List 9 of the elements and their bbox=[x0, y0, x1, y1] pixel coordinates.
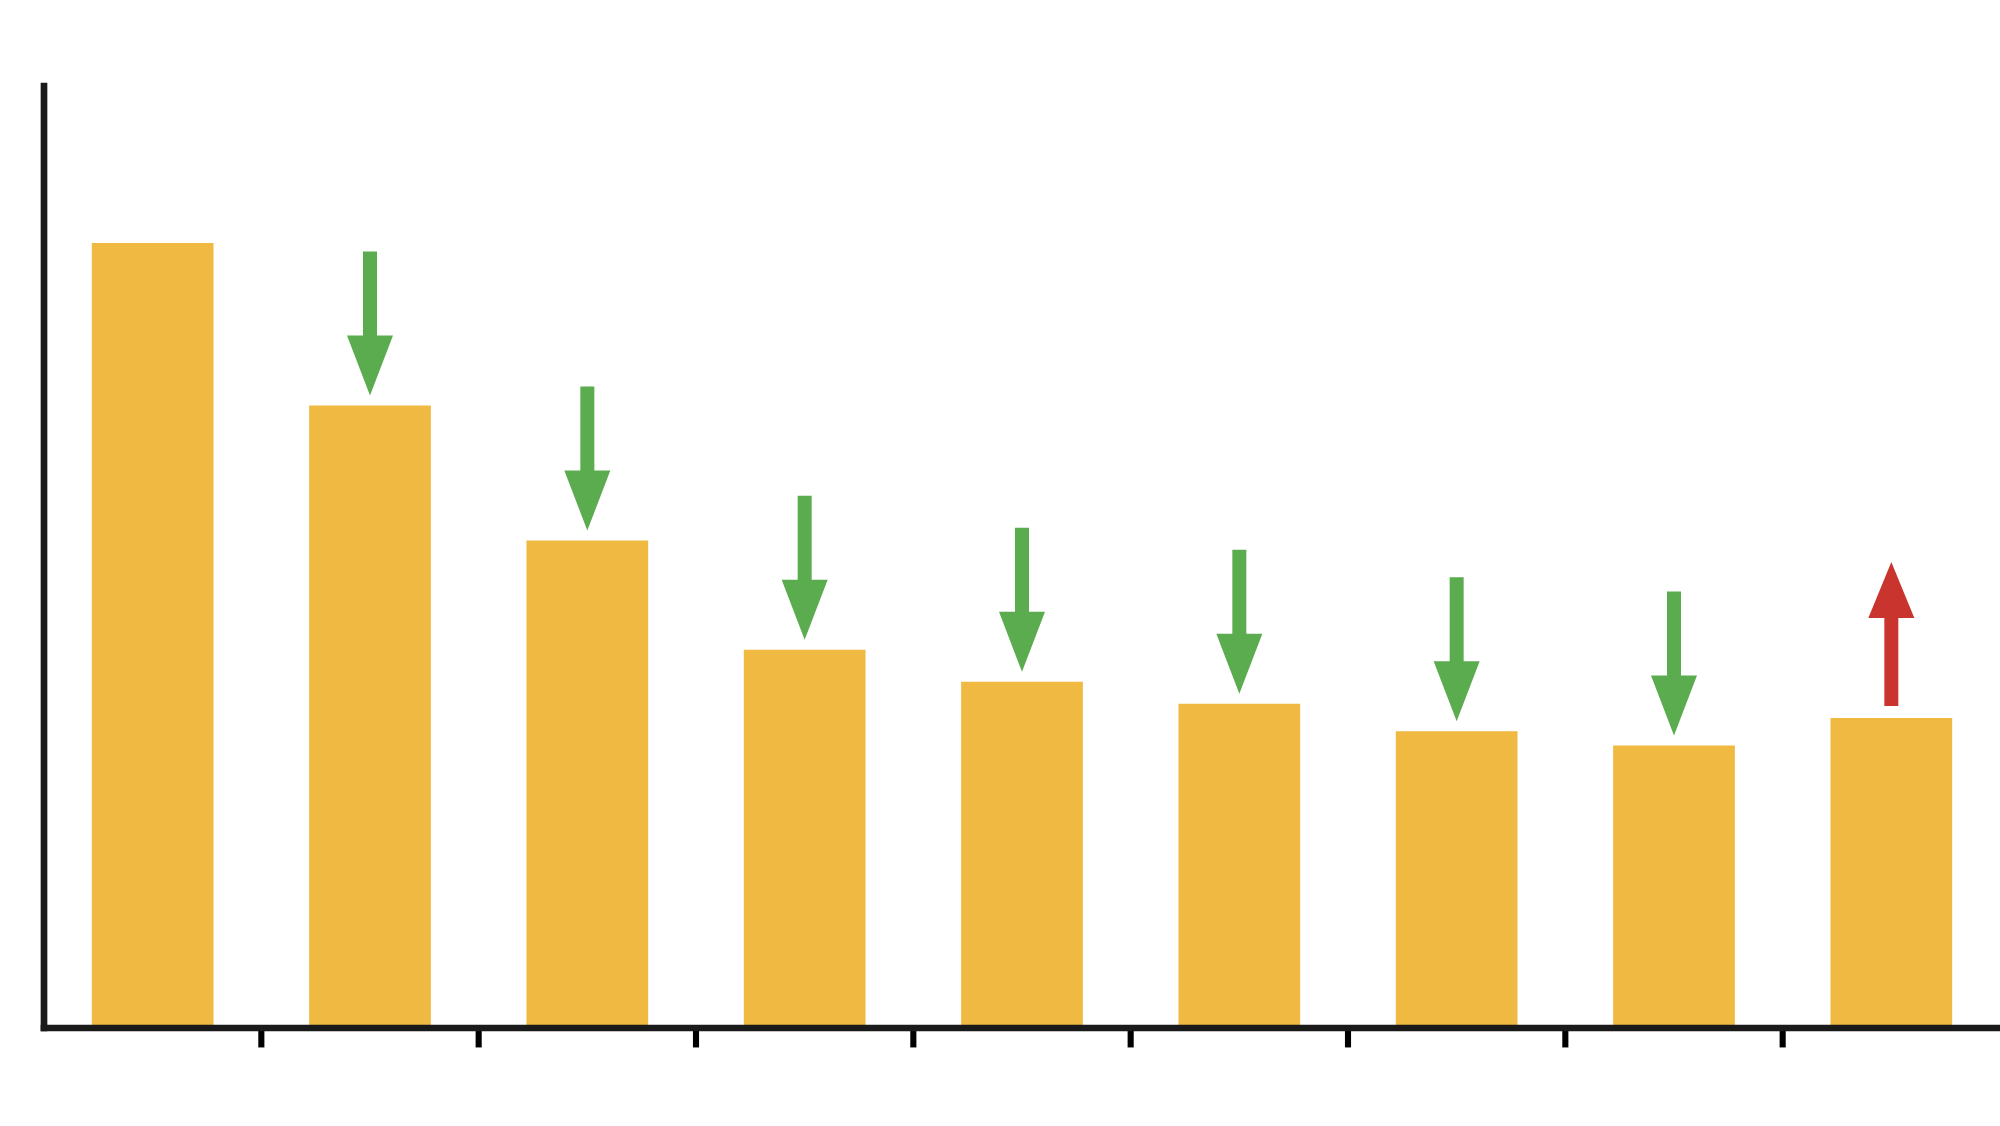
bar bbox=[743, 649, 866, 1028]
bar bbox=[1830, 717, 1953, 1028]
bar bbox=[1613, 745, 1735, 1028]
bar bbox=[1395, 731, 1518, 1028]
bar bbox=[309, 405, 431, 1028]
bar bbox=[526, 540, 649, 1028]
bar bbox=[961, 681, 1083, 1028]
bar bbox=[91, 243, 214, 1028]
bar bbox=[1178, 703, 1301, 1028]
